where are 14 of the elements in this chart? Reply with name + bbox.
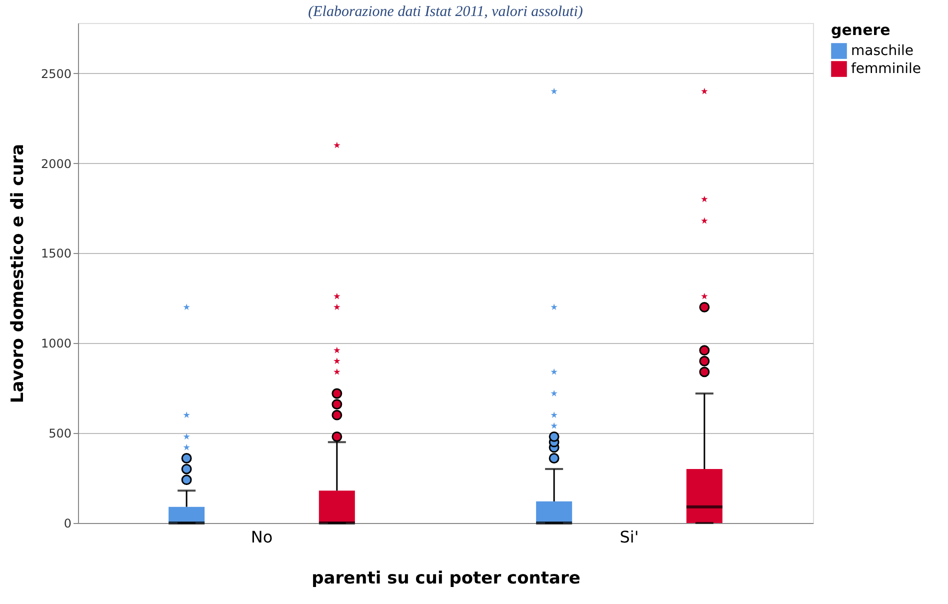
x-tick-label: Si'	[620, 528, 639, 546]
chart-title: (Elaborazione dati Istat 2011, valori assoluti)	[308, 4, 583, 20]
y-tick-label: 2500	[40, 66, 72, 81]
y-tick-label: 0	[64, 516, 72, 530]
x-tick-label: No	[250, 528, 273, 546]
legend-title: genere	[831, 21, 890, 39]
legend-label: maschile	[851, 43, 914, 59]
y-tick-label: 2000	[40, 156, 72, 171]
legend-label: femminile	[851, 61, 921, 77]
y-tick-label: 500	[48, 426, 72, 441]
y-tick-label: 1500	[40, 246, 72, 261]
y-tick-label: 1000	[40, 336, 72, 351]
y-axis-title: Lavoro domestico e di cura	[8, 144, 28, 404]
x-axis-title: parenti su cui poter contare	[312, 568, 580, 588]
